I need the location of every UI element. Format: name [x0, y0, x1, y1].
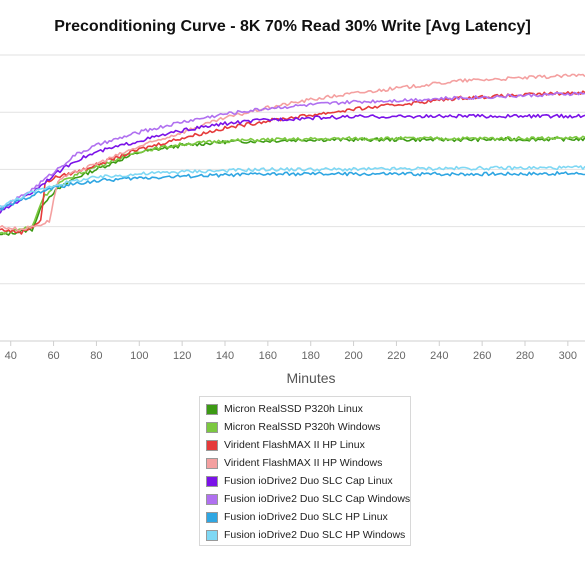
- legend-swatch: [206, 529, 218, 541]
- legend: Micron RealSSD P320h Linux Micron RealSSD…: [199, 396, 411, 546]
- legend-item-6[interactable]: Fusion ioDrive2 Duo SLC HP Linux: [206, 508, 410, 526]
- legend-label: Fusion ioDrive2 Duo SLC Cap Windows: [224, 493, 411, 505]
- x-tick-label-200: 200: [344, 350, 362, 362]
- legend-label: Micron RealSSD P320h Windows: [224, 421, 381, 433]
- x-tick-label-220: 220: [387, 350, 405, 362]
- x-tick-label-80: 80: [90, 350, 102, 362]
- legend-label: Virident FlashMAX II HP Linux: [224, 439, 365, 451]
- legend-swatch: [206, 421, 218, 433]
- x-tick-label-280: 280: [516, 350, 534, 362]
- legend-swatch: [206, 439, 218, 451]
- series-line-0: [0, 136, 585, 236]
- x-tick-label-100: 100: [130, 350, 148, 362]
- series-line-7: [0, 165, 585, 208]
- x-axis-label: Minutes: [286, 370, 336, 386]
- legend-swatch: [206, 493, 218, 505]
- legend-item-2[interactable]: Virident FlashMAX II HP Linux: [206, 436, 410, 454]
- x-tick-label-300: 300: [559, 350, 577, 362]
- x-tick-label-140: 140: [216, 350, 234, 362]
- legend-item-7[interactable]: Fusion ioDrive2 Duo SLC HP Windows: [206, 526, 410, 544]
- x-tick-label-40: 40: [5, 350, 17, 362]
- x-tick-label-60: 60: [47, 350, 59, 362]
- legend-item-3[interactable]: Virident FlashMAX II HP Windows: [206, 454, 410, 472]
- legend-label: Virident FlashMAX II HP Windows: [224, 457, 383, 469]
- legend-item-0[interactable]: Micron RealSSD P320h Linux: [206, 400, 410, 418]
- legend-swatch: [206, 511, 218, 523]
- series-line-6: [0, 171, 585, 211]
- series-line-1: [0, 135, 585, 235]
- legend-swatch: [206, 457, 218, 469]
- legend-item-4[interactable]: Fusion ioDrive2 Duo SLC Cap Linux: [206, 472, 410, 490]
- series-line-4: [0, 113, 585, 214]
- x-tick-label-160: 160: [259, 350, 277, 362]
- series-line-3: [0, 73, 585, 232]
- legend-label: Micron RealSSD P320h Linux: [224, 403, 363, 415]
- series-line-5: [0, 91, 585, 212]
- legend-label: Fusion ioDrive2 Duo SLC HP Windows: [224, 529, 406, 541]
- legend-label: Fusion ioDrive2 Duo SLC Cap Linux: [224, 475, 393, 487]
- chart-title: Preconditioning Curve - 8K 70% Read 30% …: [54, 18, 531, 35]
- x-tick-label-260: 260: [473, 350, 491, 362]
- legend-label: Fusion ioDrive2 Duo SLC HP Linux: [224, 511, 388, 523]
- legend-swatch: [206, 403, 218, 415]
- x-tick-label-120: 120: [173, 350, 191, 362]
- x-tick-label-240: 240: [430, 350, 448, 362]
- legend-item-1[interactable]: Micron RealSSD P320h Windows: [206, 418, 410, 436]
- legend-item-5[interactable]: Fusion ioDrive2 Duo SLC Cap Windows: [206, 490, 410, 508]
- legend-swatch: [206, 475, 218, 487]
- x-tick-label-180: 180: [302, 350, 320, 362]
